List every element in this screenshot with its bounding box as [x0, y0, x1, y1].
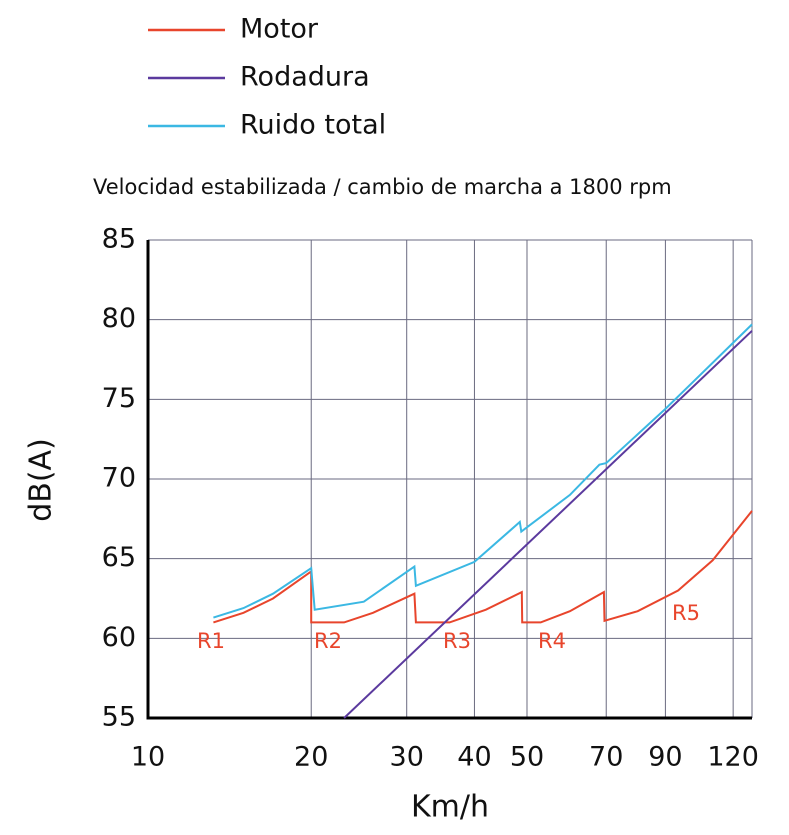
x-tick-label: 10 — [131, 742, 165, 773]
x-tick-label: 70 — [589, 742, 623, 773]
annotation: R5 — [672, 601, 700, 625]
legend-label: Ruido total — [240, 110, 386, 141]
x-tick-label: 30 — [390, 742, 424, 773]
series-line — [213, 323, 753, 619]
y-tick-label: 65 — [102, 542, 136, 573]
x-tick-label: 20 — [294, 742, 328, 773]
chart-title: Velocidad estabilizada / cambio de march… — [93, 175, 672, 199]
x-tick-label: 40 — [457, 742, 491, 773]
y-tick-label: 70 — [102, 463, 136, 494]
annotation: R4 — [538, 629, 566, 653]
series-line — [343, 330, 753, 719]
y-tick-label: 55 — [102, 702, 136, 733]
y-tick-label: 60 — [102, 622, 136, 653]
y-tick-label: 80 — [102, 303, 136, 334]
x-axis-label: Km/h — [411, 790, 489, 825]
y-tick-label: 85 — [102, 224, 136, 255]
x-tick-label: 90 — [648, 742, 682, 773]
x-tick-label: 50 — [510, 742, 544, 773]
annotation: R3 — [443, 629, 471, 653]
y-axis-label: dB(A) — [24, 438, 59, 522]
annotation: R1 — [197, 629, 225, 653]
legend-label: Motor — [240, 14, 319, 45]
legend-label: Rodadura — [240, 62, 370, 93]
annotation: R2 — [314, 629, 342, 653]
y-tick-label: 75 — [102, 383, 136, 414]
x-tick-label: 120 — [707, 742, 759, 773]
series-line — [213, 510, 753, 624]
